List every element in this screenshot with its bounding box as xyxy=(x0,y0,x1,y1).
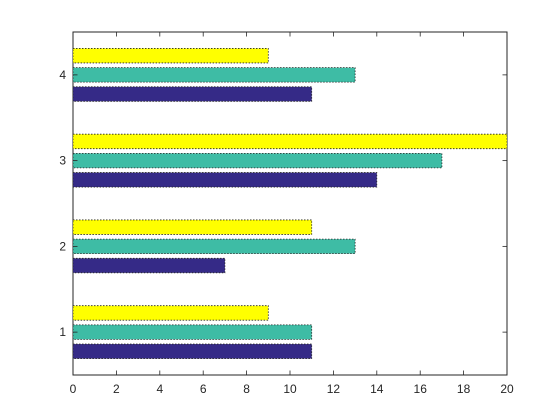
bar-cat2-series2 xyxy=(72,238,356,255)
y-tick-label: 1 xyxy=(59,325,66,339)
x-tick-label: 20 xyxy=(500,382,514,396)
plot-area xyxy=(72,31,508,376)
x-tick-label: 10 xyxy=(283,382,297,396)
bars-layer xyxy=(72,48,508,359)
x-tick-label: 4 xyxy=(156,382,163,396)
y-tick-label: 4 xyxy=(59,68,66,82)
x-tick-label: 12 xyxy=(327,382,341,396)
x-tick-label: 2 xyxy=(113,382,120,396)
bar-cat3-series3 xyxy=(72,133,508,150)
bar-cat1-series2 xyxy=(72,324,313,340)
x-tick-label: 8 xyxy=(243,382,250,396)
y-tick-label: 3 xyxy=(59,154,66,168)
x-tick-label: 18 xyxy=(457,382,471,396)
bar-cat1-series3 xyxy=(72,305,269,321)
x-tick-label: 14 xyxy=(370,382,384,396)
bar-cat2-series1 xyxy=(72,257,226,274)
bar-cat1-series1 xyxy=(72,343,313,359)
x-tick-label: 0 xyxy=(70,382,77,396)
y-axis: 1 2 3 4 xyxy=(59,68,507,339)
x-axis: 0 2 4 6 8 10 12 14 16 18 20 xyxy=(70,32,514,396)
bar-cat2-series3 xyxy=(72,219,313,235)
bar-cat3-series2 xyxy=(72,152,443,169)
x-tick-label: 6 xyxy=(200,382,207,396)
bar-cat4-series1 xyxy=(72,86,313,102)
bar-cat3-series1 xyxy=(72,172,378,188)
bar-cat4-series3 xyxy=(72,48,269,64)
y-tick-label: 2 xyxy=(59,239,66,253)
bar-cat4-series2 xyxy=(72,67,356,83)
x-tick-label: 16 xyxy=(414,382,428,396)
